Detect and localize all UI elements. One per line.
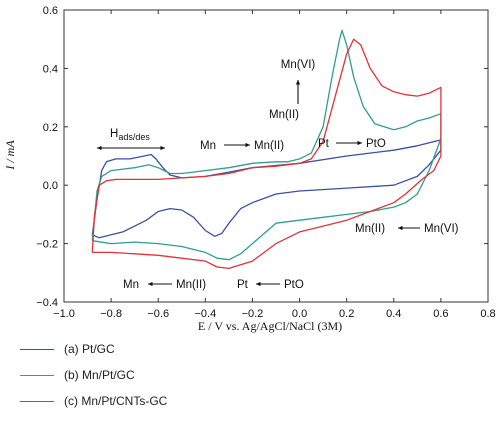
- plot-frame: [63, 9, 489, 303]
- legend-label-b: (b) Mn/Pt/GC: [64, 368, 135, 382]
- mnvi-to-mnii-arrow-head: [398, 225, 403, 231]
- y-tick-label: 0.2: [43, 122, 58, 134]
- mn-to-mnii-arrow-head: [245, 142, 250, 148]
- x-tick-label: −0.4: [194, 308, 216, 320]
- hads-arrow-left-head: [97, 145, 102, 151]
- pt-label-top: Pt: [318, 138, 330, 150]
- x-axis-label: E / V vs. Ag/AgCl/NaCl (3M): [198, 319, 342, 333]
- y-tick-label: 0.0: [43, 180, 58, 192]
- x-tick-label: −1.0: [53, 308, 75, 320]
- x-tick-label: −0.8: [100, 308, 122, 320]
- x-tick-label: −0.2: [242, 308, 264, 320]
- mn-vi-label: Mn(VI): [281, 59, 316, 71]
- series-line-a: [91, 139, 442, 239]
- y-tick-label: −0.2: [36, 239, 58, 251]
- mn-vi-label-right: Mn(VI): [424, 223, 459, 235]
- mn-ii-to-vi-arrow-head: [295, 80, 301, 85]
- cyclic-voltammogram-chart: −1.0 −0.8 −0.6 −0.4 −0.2 0.0 0.2 0.4 0.6 0.8 −0.4 −…: [3, 5, 496, 333]
- hads-label: Hads/des: [110, 128, 150, 142]
- legend-item-b: (b) Mn/Pt/GC: [20, 362, 320, 388]
- y-axis-label: I / mA: [3, 140, 17, 171]
- annotations: Hads/des Mn(VI) Mn(II) Mn Mn(II) Pt PtO Mn(II) M…: [97, 59, 459, 291]
- mn-ii-label-bottom: Mn(II): [176, 279, 206, 291]
- x-tick-label: 0.2: [339, 308, 354, 320]
- pto-to-pt-arrow-head: [256, 281, 261, 287]
- pt-to-pto-arrow-head: [357, 140, 362, 146]
- x-tick-label: 0.0: [292, 308, 307, 320]
- legend: (a) Pt/GC (b) Mn/Pt/GC (c) Mn/Pt/CNTs-GC: [20, 336, 320, 414]
- legend-item-a: (a) Pt/GC: [20, 336, 320, 362]
- series-line-c: [91, 38, 442, 270]
- legend-item-c: (c) Mn/Pt/CNTs-GC: [20, 388, 320, 414]
- series-line-b: [91, 29, 442, 261]
- legend-swatch-c: [20, 400, 54, 402]
- x-tick-label: −0.6: [147, 308, 169, 320]
- legend-swatch-b: [20, 374, 54, 376]
- mn-ii-label-top: Mn(II): [269, 109, 299, 121]
- mnii-to-mn-arrow-head: [148, 281, 153, 287]
- data-series: [91, 29, 442, 270]
- x-tick-label: 0.4: [386, 308, 401, 320]
- mn-label-bottom: Mn: [123, 279, 139, 291]
- pto-label-bottom: PtO: [284, 279, 304, 291]
- hads-subscript: ads/des: [118, 132, 150, 142]
- pt-label-bottom: Pt: [237, 279, 249, 291]
- legend-label-a: (a) Pt/GC: [64, 342, 115, 356]
- legend-swatch-a: [20, 348, 54, 350]
- x-tick-label: 0.8: [480, 308, 495, 320]
- plot-area-border: [63, 9, 489, 303]
- mn-ii-label-right: Mn(II): [355, 223, 385, 235]
- mn-ii-label-mid: Mn(II): [254, 140, 284, 152]
- axis-ticks: −1.0 −0.8 −0.6 −0.4 −0.2 0.0 0.2 0.4 0.6 0.8 −0.4 −…: [36, 5, 495, 320]
- x-tick-label: 0.6: [433, 308, 448, 320]
- y-tick-label: 0.6: [43, 5, 58, 17]
- hads-arrow-right-head: [160, 145, 165, 151]
- y-tick-label: 0.4: [43, 63, 58, 75]
- pto-label-top: PtO: [366, 138, 386, 150]
- legend-label-c: (c) Mn/Pt/CNTs-GC: [64, 394, 168, 408]
- y-tick-label: −0.4: [36, 297, 58, 309]
- mn-label-mid: Mn: [200, 140, 216, 152]
